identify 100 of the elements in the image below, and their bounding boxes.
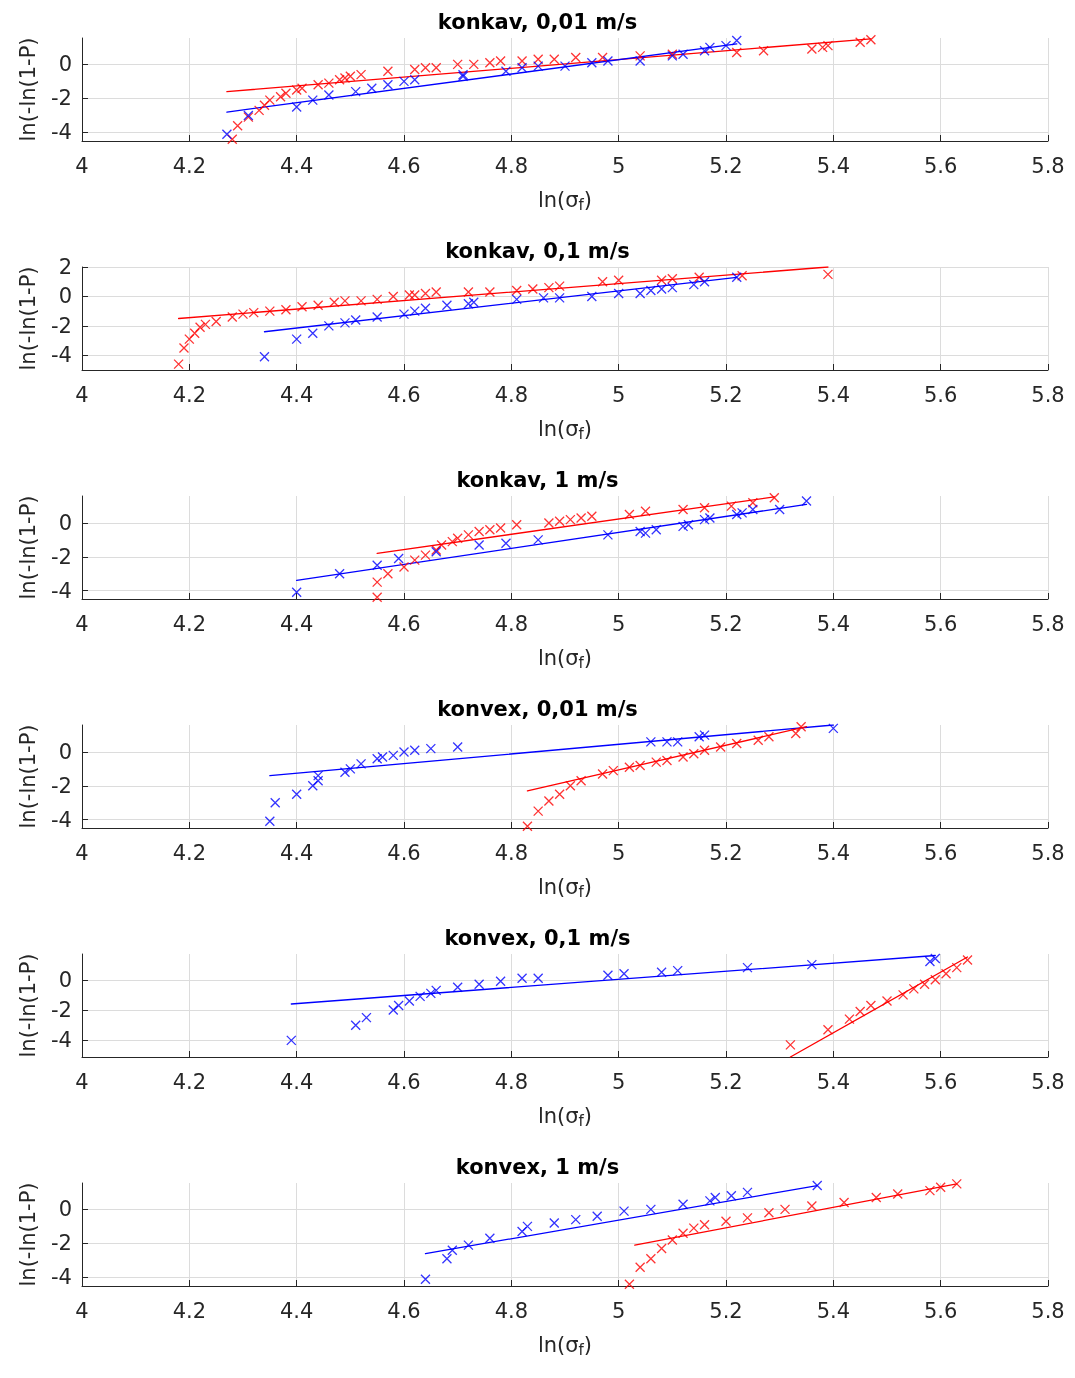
point — [398, 308, 410, 320]
x-tick-label: 4.8 — [494, 611, 529, 636]
point — [211, 316, 222, 327]
point — [404, 289, 415, 301]
point — [452, 533, 463, 544]
point — [554, 280, 565, 292]
x-tick-label: 4.2 — [172, 382, 207, 407]
point — [683, 519, 694, 530]
point — [924, 1185, 936, 1196]
point — [677, 1228, 689, 1239]
chart-title: konkav, 1 m/s — [456, 467, 619, 492]
point — [329, 297, 340, 308]
x-tick-label: 4 — [75, 611, 89, 636]
x-tick-label: 4.2 — [172, 611, 207, 636]
point — [699, 502, 710, 513]
point — [227, 311, 238, 323]
point — [307, 780, 318, 791]
point — [640, 506, 651, 517]
point — [393, 553, 404, 564]
point — [801, 495, 812, 507]
point — [672, 736, 683, 748]
point — [511, 519, 522, 530]
point — [414, 991, 426, 1002]
x-tick-label: 4.8 — [494, 382, 529, 407]
point — [763, 731, 775, 742]
point — [554, 516, 565, 527]
point — [431, 286, 442, 298]
point — [634, 526, 646, 537]
point — [296, 301, 308, 312]
point — [844, 1013, 855, 1025]
point — [366, 83, 377, 94]
x-tick-label: 4.8 — [494, 1069, 529, 1094]
y-tick-label: 0 — [58, 740, 72, 765]
point — [533, 805, 544, 817]
point — [516, 62, 528, 73]
point — [382, 66, 394, 77]
x-tick-label: 5.6 — [923, 1069, 958, 1094]
point — [420, 62, 431, 73]
point — [865, 1000, 877, 1011]
x-tick-label: 4.2 — [172, 1069, 207, 1094]
point — [463, 529, 474, 540]
point — [484, 57, 496, 68]
point — [425, 988, 436, 999]
point — [270, 797, 281, 808]
point — [280, 88, 292, 99]
x-tick-label: 5 — [611, 611, 626, 636]
y-tick-label: -4 — [51, 807, 72, 832]
point — [634, 50, 646, 62]
point — [409, 74, 420, 85]
point — [339, 767, 351, 778]
point — [345, 71, 356, 82]
point — [704, 42, 716, 53]
point — [940, 968, 952, 979]
x-tick-label: 4 — [75, 153, 89, 178]
point — [280, 304, 292, 315]
point — [372, 311, 383, 323]
point — [323, 89, 335, 101]
point — [640, 528, 651, 539]
point — [656, 967, 667, 978]
y-axis-title: ln(-ln(1-P) — [15, 724, 40, 829]
x-tick-label: 5.2 — [709, 1298, 743, 1323]
x-tick-label: 4.4 — [279, 1069, 314, 1094]
x-tick-label: 5.4 — [816, 1298, 851, 1323]
point — [452, 982, 463, 993]
point — [602, 55, 614, 67]
point — [355, 69, 367, 80]
point — [624, 1279, 635, 1290]
point — [806, 1200, 818, 1212]
point — [672, 965, 683, 976]
point — [484, 1233, 496, 1244]
point — [694, 731, 705, 742]
x-tick-label: 5.8 — [1031, 840, 1065, 865]
point — [404, 995, 415, 1007]
point — [516, 973, 528, 984]
point — [538, 292, 549, 304]
point — [388, 750, 399, 761]
x-tick-label: 5.2 — [709, 611, 743, 636]
point — [597, 276, 608, 287]
point — [624, 509, 635, 520]
point — [715, 741, 726, 753]
x-tick-label: 4.4 — [279, 153, 314, 178]
point — [511, 285, 522, 296]
point — [291, 101, 302, 113]
point — [645, 736, 657, 748]
point — [667, 282, 678, 293]
point — [533, 60, 544, 72]
point — [393, 1000, 404, 1011]
point — [586, 511, 597, 522]
point — [232, 120, 243, 131]
y-tick-label: 2 — [58, 255, 72, 279]
point — [570, 1214, 581, 1225]
point — [291, 789, 302, 800]
point — [565, 780, 576, 791]
point — [334, 568, 345, 579]
point — [742, 1187, 753, 1198]
point — [645, 1204, 657, 1215]
point — [339, 295, 351, 306]
x-tick-label: 5.4 — [816, 153, 851, 178]
x-tick-label: 5.2 — [709, 382, 743, 407]
point — [248, 307, 259, 318]
